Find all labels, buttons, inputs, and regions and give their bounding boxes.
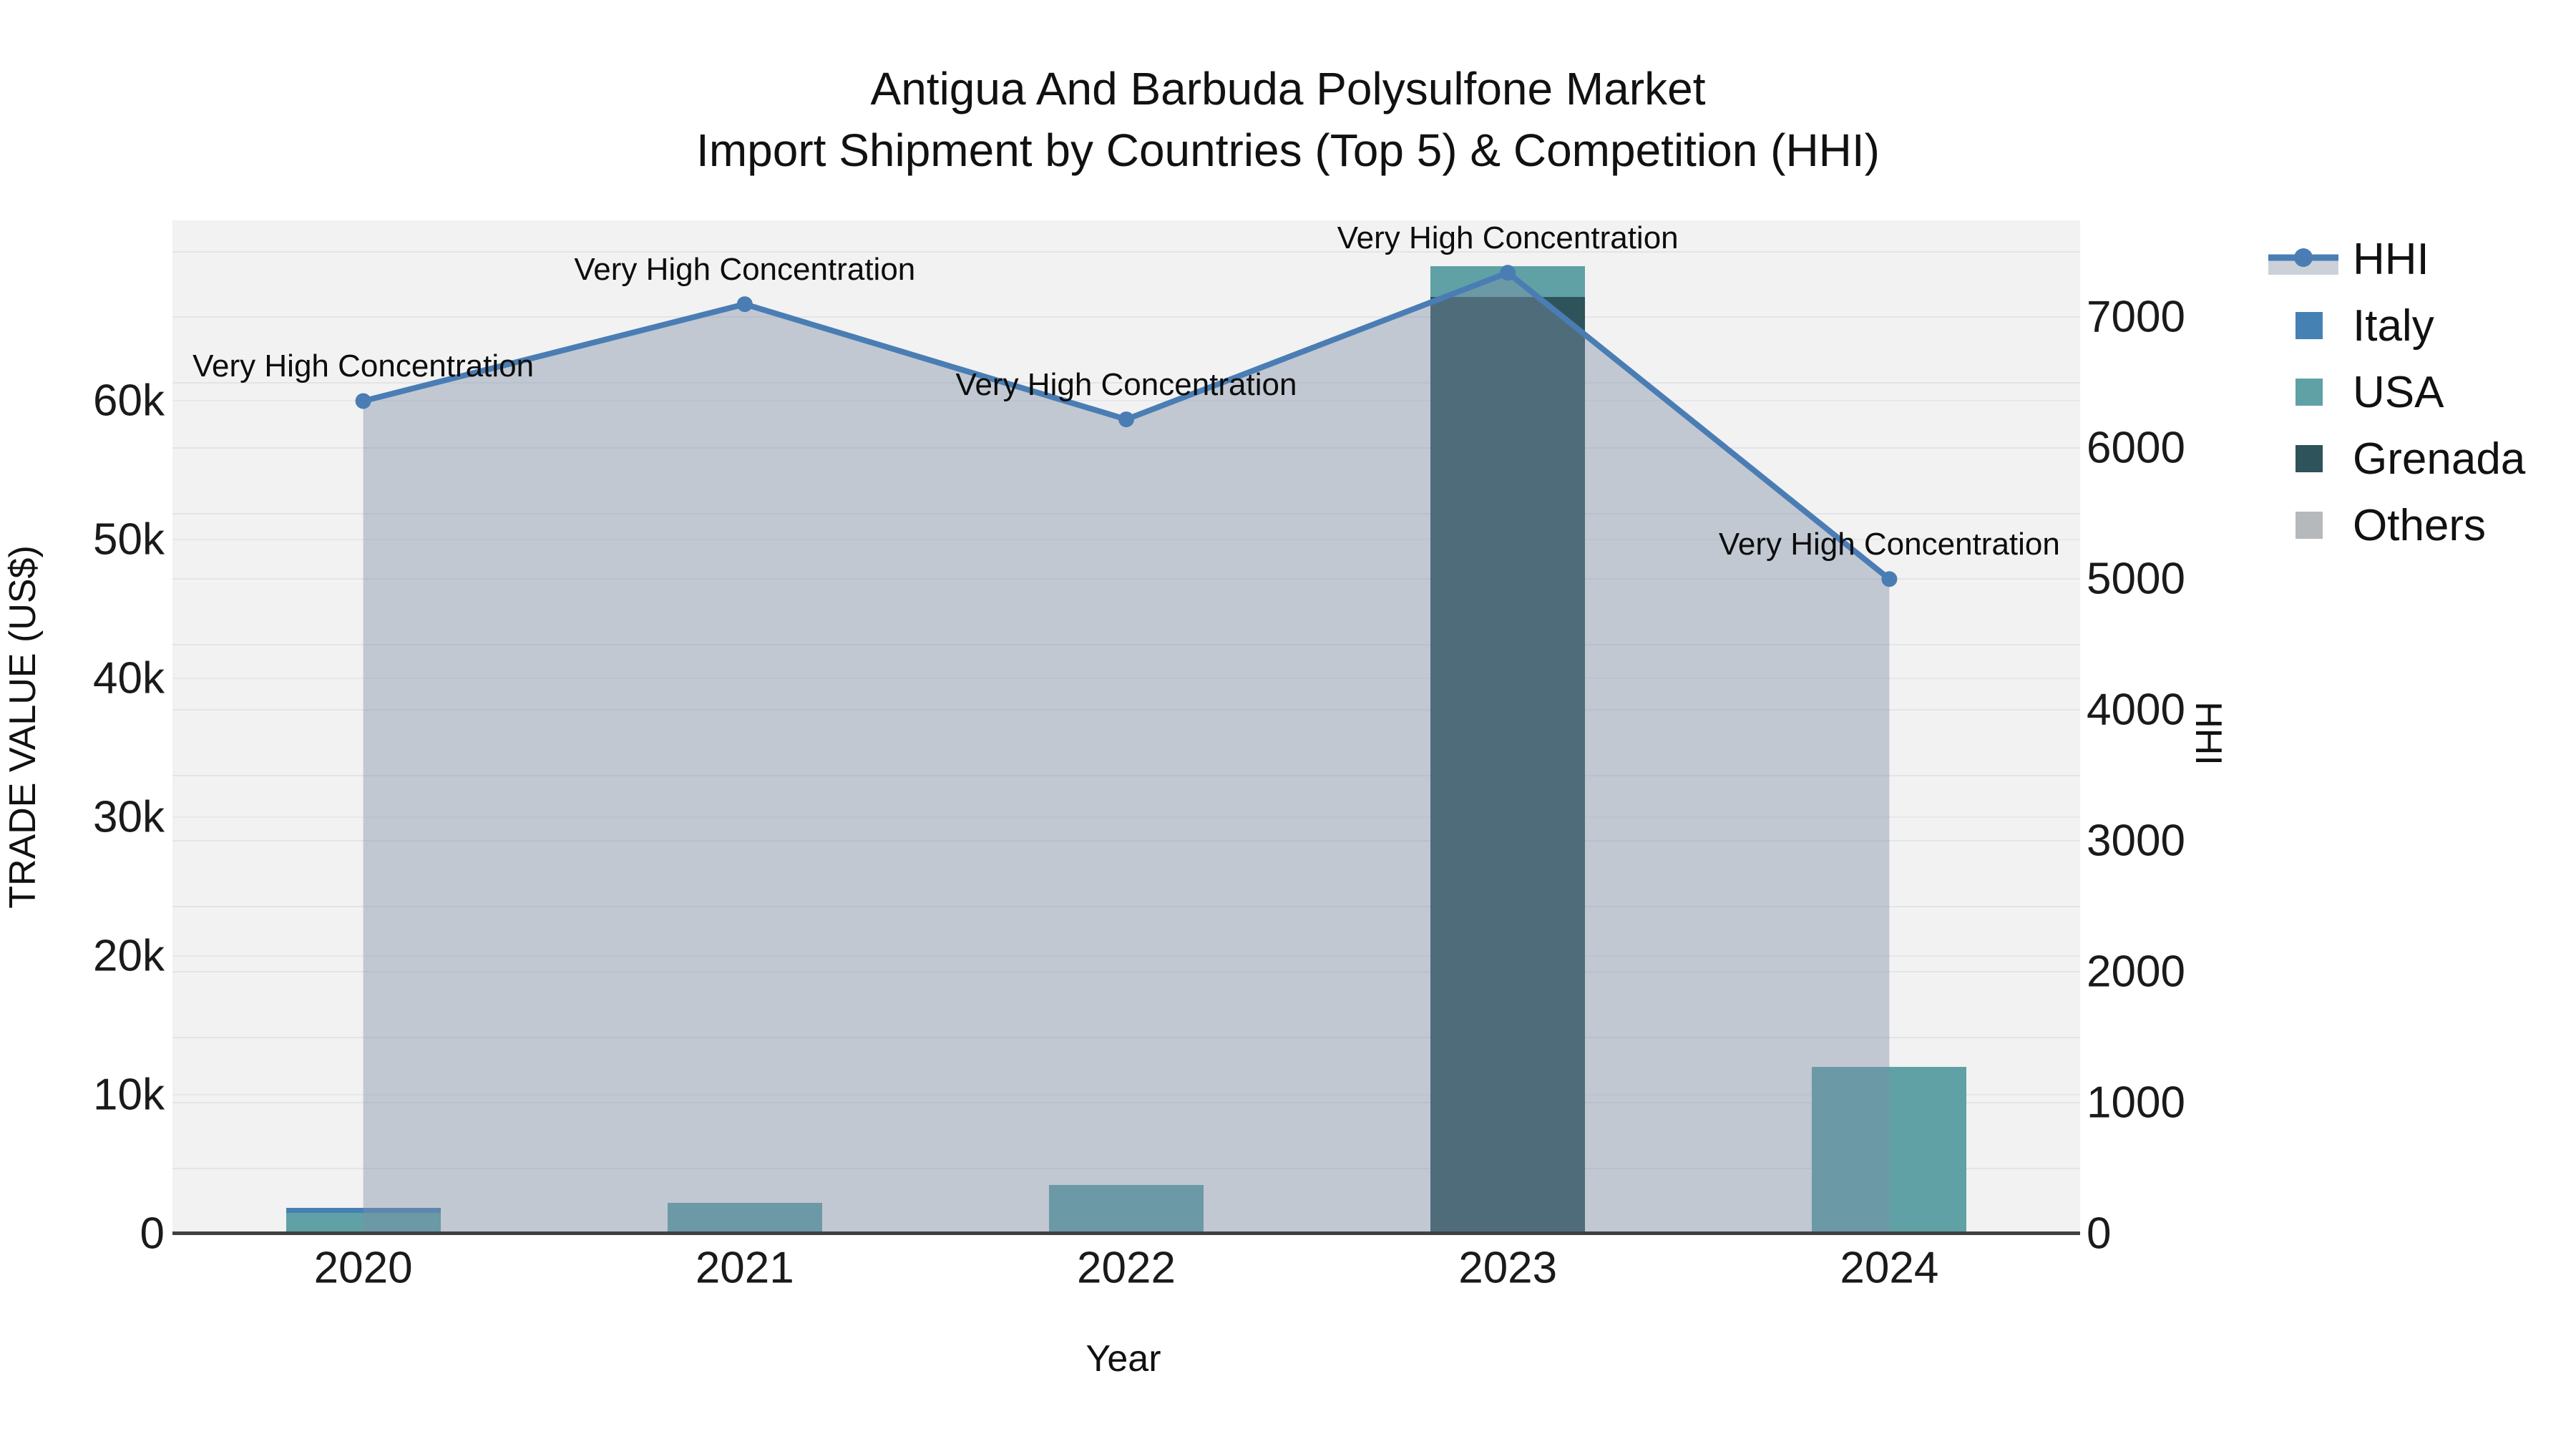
hhi-area-fill — [363, 273, 1890, 1234]
gridline — [172, 643, 2080, 645]
annotation-2023: Very High Concentration — [1337, 220, 1679, 256]
chart-title: Antigua And Barbuda Polysulfone Market I… — [0, 59, 2576, 182]
left-tick-60k: 60k — [93, 376, 165, 426]
legend-label-italy: Italy — [2353, 301, 2434, 351]
bar-segment-italy-2020 — [286, 1207, 441, 1213]
legend-label-usa: USA — [2353, 367, 2444, 417]
right-tick-3000: 3000 — [2087, 816, 2185, 866]
legend-swatch-icon — [2261, 293, 2353, 358]
gridline — [172, 316, 2080, 318]
bar-segment-usa-2022 — [1049, 1185, 1204, 1234]
legend-item-others[interactable]: Others — [2261, 492, 2486, 558]
legend-swatch-italy — [2296, 312, 2323, 339]
gridline — [172, 709, 2080, 711]
gridline — [172, 447, 2080, 449]
gridline — [172, 1167, 2080, 1169]
legend-swatch-usa — [2296, 379, 2323, 406]
x-tick-2022: 2022 — [1077, 1243, 1176, 1293]
right-tick-0: 0 — [2087, 1209, 2112, 1259]
x-tick-2023: 2023 — [1458, 1243, 1558, 1293]
gridline — [172, 816, 2080, 819]
bar-segment-usa-2023 — [1430, 266, 1586, 297]
right-tick-7000: 7000 — [2087, 292, 2185, 342]
gridline — [172, 905, 2080, 907]
right-axis-title: HHI — [2187, 701, 2229, 766]
legend-item-italy[interactable]: Italy — [2261, 293, 2434, 358]
right-tick-2000: 2000 — [2087, 947, 2185, 997]
left-tick-10k: 10k — [93, 1070, 165, 1120]
right-tick-1000: 1000 — [2087, 1078, 2185, 1128]
gridline — [172, 1036, 2080, 1038]
chart-title-line2: Import Shipment by Countries (Top 5) & C… — [696, 124, 1880, 176]
right-tick-5000: 5000 — [2087, 554, 2185, 604]
bar-segment-usa-2021 — [667, 1203, 822, 1234]
gridline — [172, 678, 2080, 680]
x-axis-title: Year — [1085, 1338, 1161, 1380]
legend-item-hhi[interactable]: HHI — [2261, 226, 2429, 292]
bar-segment-usa-2020 — [286, 1212, 441, 1234]
bar-segment-usa-2024 — [1812, 1067, 1967, 1234]
left-tick-20k: 20k — [93, 931, 165, 981]
legend-swatch-others — [2296, 512, 2323, 539]
legend-label-others: Others — [2353, 500, 2487, 550]
legend-label-hhi: HHI — [2353, 234, 2429, 284]
legend-item-grenada[interactable]: Grenada — [2261, 426, 2525, 492]
x-tick-2021: 2021 — [695, 1243, 794, 1293]
chart-title-line1: Antigua And Barbuda Polysulfone Market — [870, 63, 1706, 114]
legend-swatch-icon — [2261, 359, 2353, 425]
annotation-2022: Very High Concentration — [955, 367, 1297, 403]
legend-swatch-icon — [2261, 492, 2353, 558]
legend-line-marker-icon — [2261, 226, 2353, 292]
gridline — [172, 971, 2080, 973]
hhi-marker-2021 — [736, 296, 753, 313]
plot-area[interactable]: Very High Concentration Very High Concent… — [172, 220, 2080, 1234]
left-tick-30k: 30k — [93, 792, 165, 842]
legend-label-grenada: Grenada — [2353, 434, 2526, 484]
hhi-line — [362, 269, 1891, 582]
gridline — [172, 578, 2080, 580]
legend-swatch-icon — [2261, 426, 2353, 492]
x-tick-2024: 2024 — [1840, 1243, 1939, 1293]
left-tick-50k: 50k — [93, 514, 165, 565]
gridline — [172, 250, 2080, 253]
x-axis-line — [172, 1231, 2080, 1235]
legend-swatch-grenada — [2296, 445, 2323, 472]
gridline — [172, 774, 2080, 776]
hhi-marker-2022 — [1118, 411, 1134, 428]
annotation-2024: Very High Concentration — [1718, 527, 2060, 562]
gridline — [172, 840, 2080, 842]
right-tick-6000: 6000 — [2087, 423, 2185, 473]
gridline — [172, 955, 2080, 957]
gridline — [172, 1094, 2080, 1096]
left-axis-title: TRADE VALUE (US$) — [2, 545, 44, 909]
left-tick-0: 0 — [140, 1209, 165, 1259]
right-tick-4000: 4000 — [2087, 685, 2185, 735]
gridline — [172, 1102, 2080, 1104]
gridline — [172, 512, 2080, 514]
left-tick-40k: 40k — [93, 653, 165, 703]
bar-segment-grenada-2023 — [1430, 296, 1586, 1234]
legend-item-usa[interactable]: USA — [2261, 359, 2444, 425]
x-tick-2020: 2020 — [313, 1243, 413, 1293]
annotation-2020: Very High Concentration — [192, 348, 535, 384]
annotation-2021: Very High Concentration — [574, 252, 916, 288]
